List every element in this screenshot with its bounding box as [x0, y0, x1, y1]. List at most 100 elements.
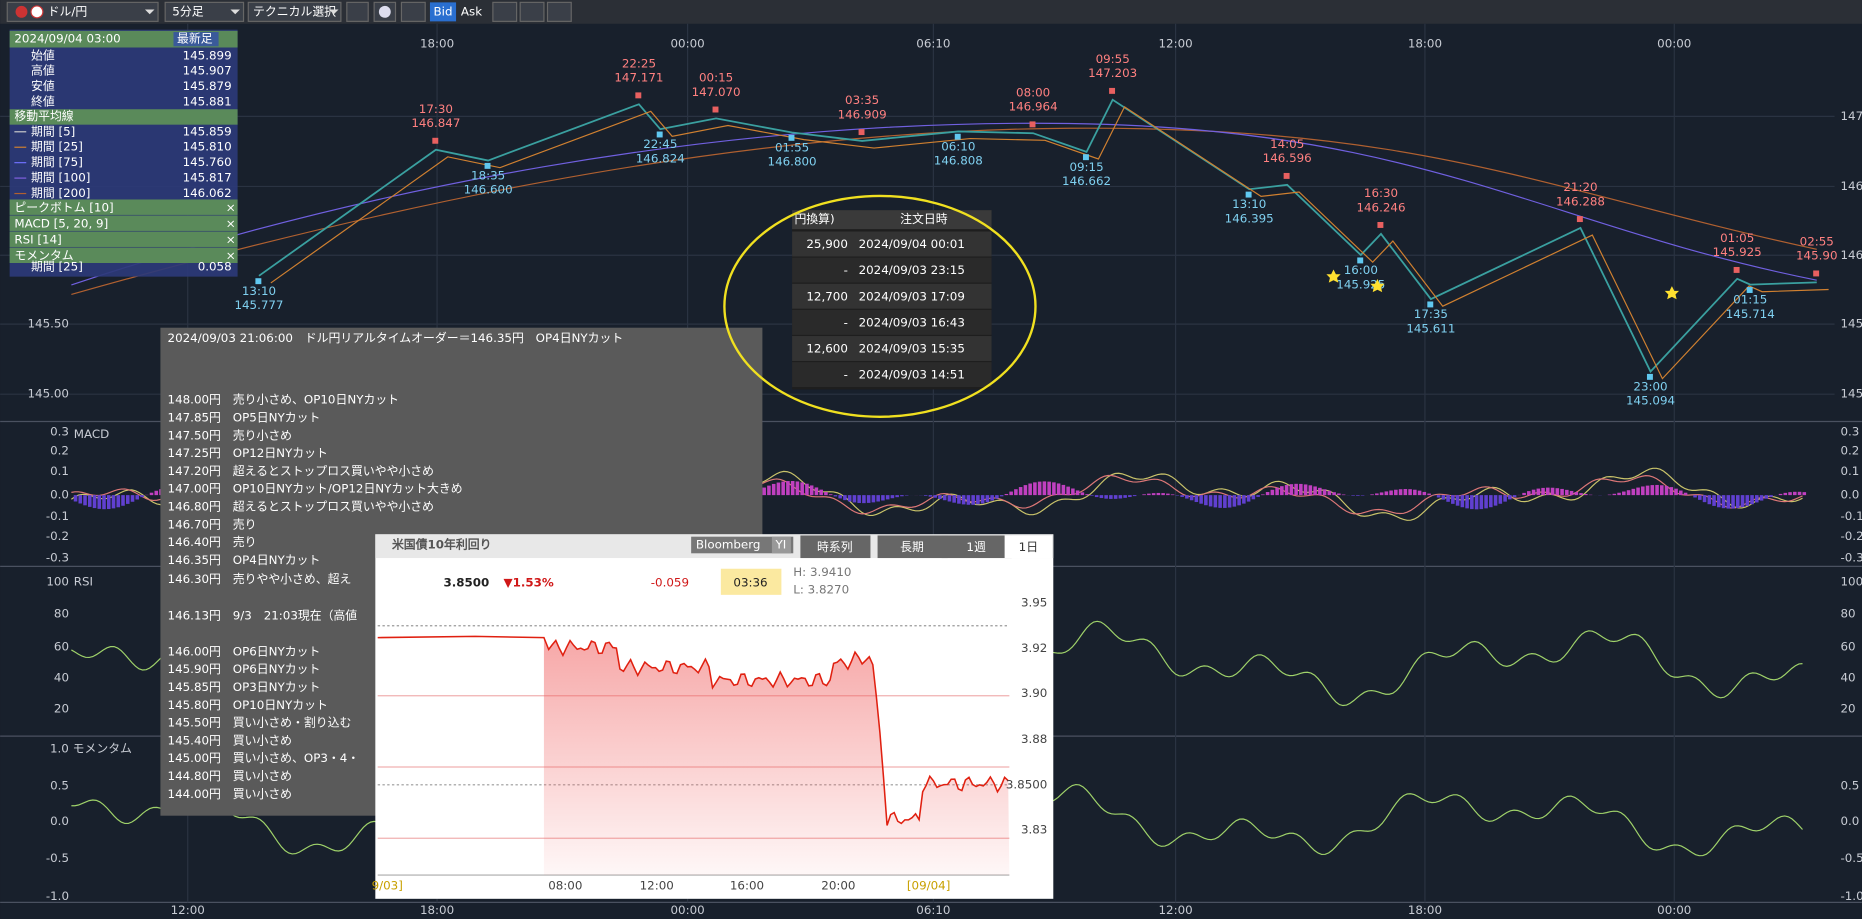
macd-histogram — [771, 483, 776, 496]
bottom-time: 13:10 — [1232, 197, 1266, 211]
bottom-time: 17:35 — [1414, 307, 1448, 321]
technical-select[interactable] — [247, 1, 342, 22]
tab[interactable] — [1004, 535, 1053, 559]
macd-histogram — [1123, 495, 1127, 498]
zoom-button[interactable] — [519, 1, 545, 22]
timeframe-select[interactable] — [164, 1, 245, 22]
macd-histogram — [1617, 492, 1621, 496]
macd-histogram — [1679, 490, 1683, 496]
ma-label: 期間 [200] — [31, 186, 90, 200]
rsi-tick: 20 — [54, 701, 69, 715]
macd-histogram — [1099, 495, 1104, 499]
tool-button[interactable] — [492, 1, 518, 22]
source-badge — [691, 536, 794, 554]
ma-200 — [71, 127, 1817, 296]
change-pct: ▼1.53% — [504, 575, 554, 589]
bottom-time: 06:10 — [941, 139, 975, 153]
tab[interactable] — [800, 535, 871, 559]
bottom-marker — [1646, 373, 1653, 380]
macd-histogram — [1550, 487, 1555, 496]
tab-label: 長期 — [900, 540, 924, 554]
macd-histogram — [1170, 494, 1175, 496]
indicator-header — [9, 247, 238, 263]
latest-button[interactable] — [173, 32, 219, 47]
macd-histogram — [1650, 485, 1655, 496]
time-label: 12:00 — [171, 903, 205, 917]
ma-label: 期間 [75] — [31, 155, 83, 169]
close-icon[interactable]: × — [226, 200, 236, 214]
peak-marker — [1029, 121, 1036, 128]
close-icon[interactable]: × — [226, 248, 236, 262]
momentum-label: 期間 [25] — [31, 260, 83, 274]
news-title: 2024/09/03 21:06:00 ドル円リアルタイムオーダー＝146.35… — [168, 331, 624, 345]
macd-tick: 0.0 — [1841, 488, 1860, 502]
macd-histogram — [999, 495, 1004, 497]
macd-tick: 0.3 — [1841, 425, 1860, 439]
dropdown-arrow — [144, 9, 155, 15]
code: YI — [774, 537, 786, 551]
flag-icon — [15, 5, 28, 18]
macd-histogram — [1028, 483, 1032, 496]
macd-histogram — [1299, 483, 1303, 496]
macd-histogram — [942, 495, 947, 501]
macd-histogram — [1745, 495, 1750, 506]
macd-tick: 0.1 — [50, 464, 69, 478]
macd-tick: 0.2 — [50, 444, 69, 458]
macd-tick: -0.1 — [1841, 509, 1862, 523]
macd-histogram — [135, 495, 140, 500]
macd-histogram — [1242, 495, 1246, 504]
momentum-tick: -0.5 — [1841, 851, 1862, 865]
news-line: 146.35円 OP4日NYカット — [168, 553, 321, 567]
macd-histogram — [1413, 489, 1417, 496]
macd-histogram — [1565, 489, 1569, 496]
macd-histogram — [1422, 491, 1427, 496]
macd-histogram — [1156, 492, 1161, 496]
peak-marker — [712, 106, 719, 113]
bid-button[interactable] — [429, 2, 457, 22]
macd-histogram — [1607, 494, 1612, 496]
y-tick: 3.90 — [1021, 686, 1047, 700]
macd-histogram — [1645, 485, 1650, 496]
macd-histogram — [1318, 487, 1322, 496]
macd-histogram — [1802, 492, 1807, 496]
peak-marker — [635, 92, 642, 99]
pair-select[interactable] — [6, 1, 159, 22]
macd-histogram — [885, 495, 890, 500]
zoom-button[interactable] — [546, 1, 572, 22]
ask[interactable]: Ask — [461, 4, 482, 18]
macd-tick: -0.2 — [1841, 529, 1862, 543]
macd-histogram — [881, 495, 885, 501]
macd-histogram — [1147, 493, 1151, 496]
momentum-tick: -0.5 — [46, 851, 69, 865]
chart-type-button[interactable] — [400, 1, 426, 22]
draw-button[interactable] — [346, 1, 369, 22]
macd-histogram — [149, 492, 154, 496]
macd-histogram — [1118, 495, 1123, 499]
macd-histogram — [776, 482, 781, 496]
time-label: 06:10 — [916, 36, 950, 50]
macd-tick: -0.3 — [46, 551, 69, 565]
momentum-tick: -1.0 — [46, 889, 69, 903]
macd-histogram — [1512, 495, 1517, 498]
macd-histogram — [938, 495, 942, 499]
close-icon[interactable]: × — [226, 232, 236, 246]
ma-label: 期間 [5] — [31, 124, 75, 138]
macd-histogram — [1066, 486, 1070, 496]
macd-histogram — [1664, 485, 1669, 496]
ma-label: 期間 [100] — [31, 171, 90, 185]
macd-histogram — [1498, 495, 1503, 504]
tab[interactable] — [941, 535, 1012, 559]
macd-histogram — [1712, 495, 1716, 506]
news-line: 147.20円 超えるとストップロス買いやや小さめ — [168, 464, 434, 478]
macd-histogram — [1417, 490, 1422, 496]
y-tick: 3.92 — [1021, 641, 1047, 655]
amount: - — [844, 315, 848, 329]
tab[interactable] — [877, 535, 948, 559]
bottom-price: 146.600 — [464, 183, 513, 197]
bottom-time: 13:10 — [242, 284, 276, 298]
macd-histogram — [1408, 489, 1412, 496]
star-icon — [1664, 286, 1680, 300]
table-row — [792, 309, 992, 335]
close-icon[interactable]: × — [226, 216, 236, 230]
